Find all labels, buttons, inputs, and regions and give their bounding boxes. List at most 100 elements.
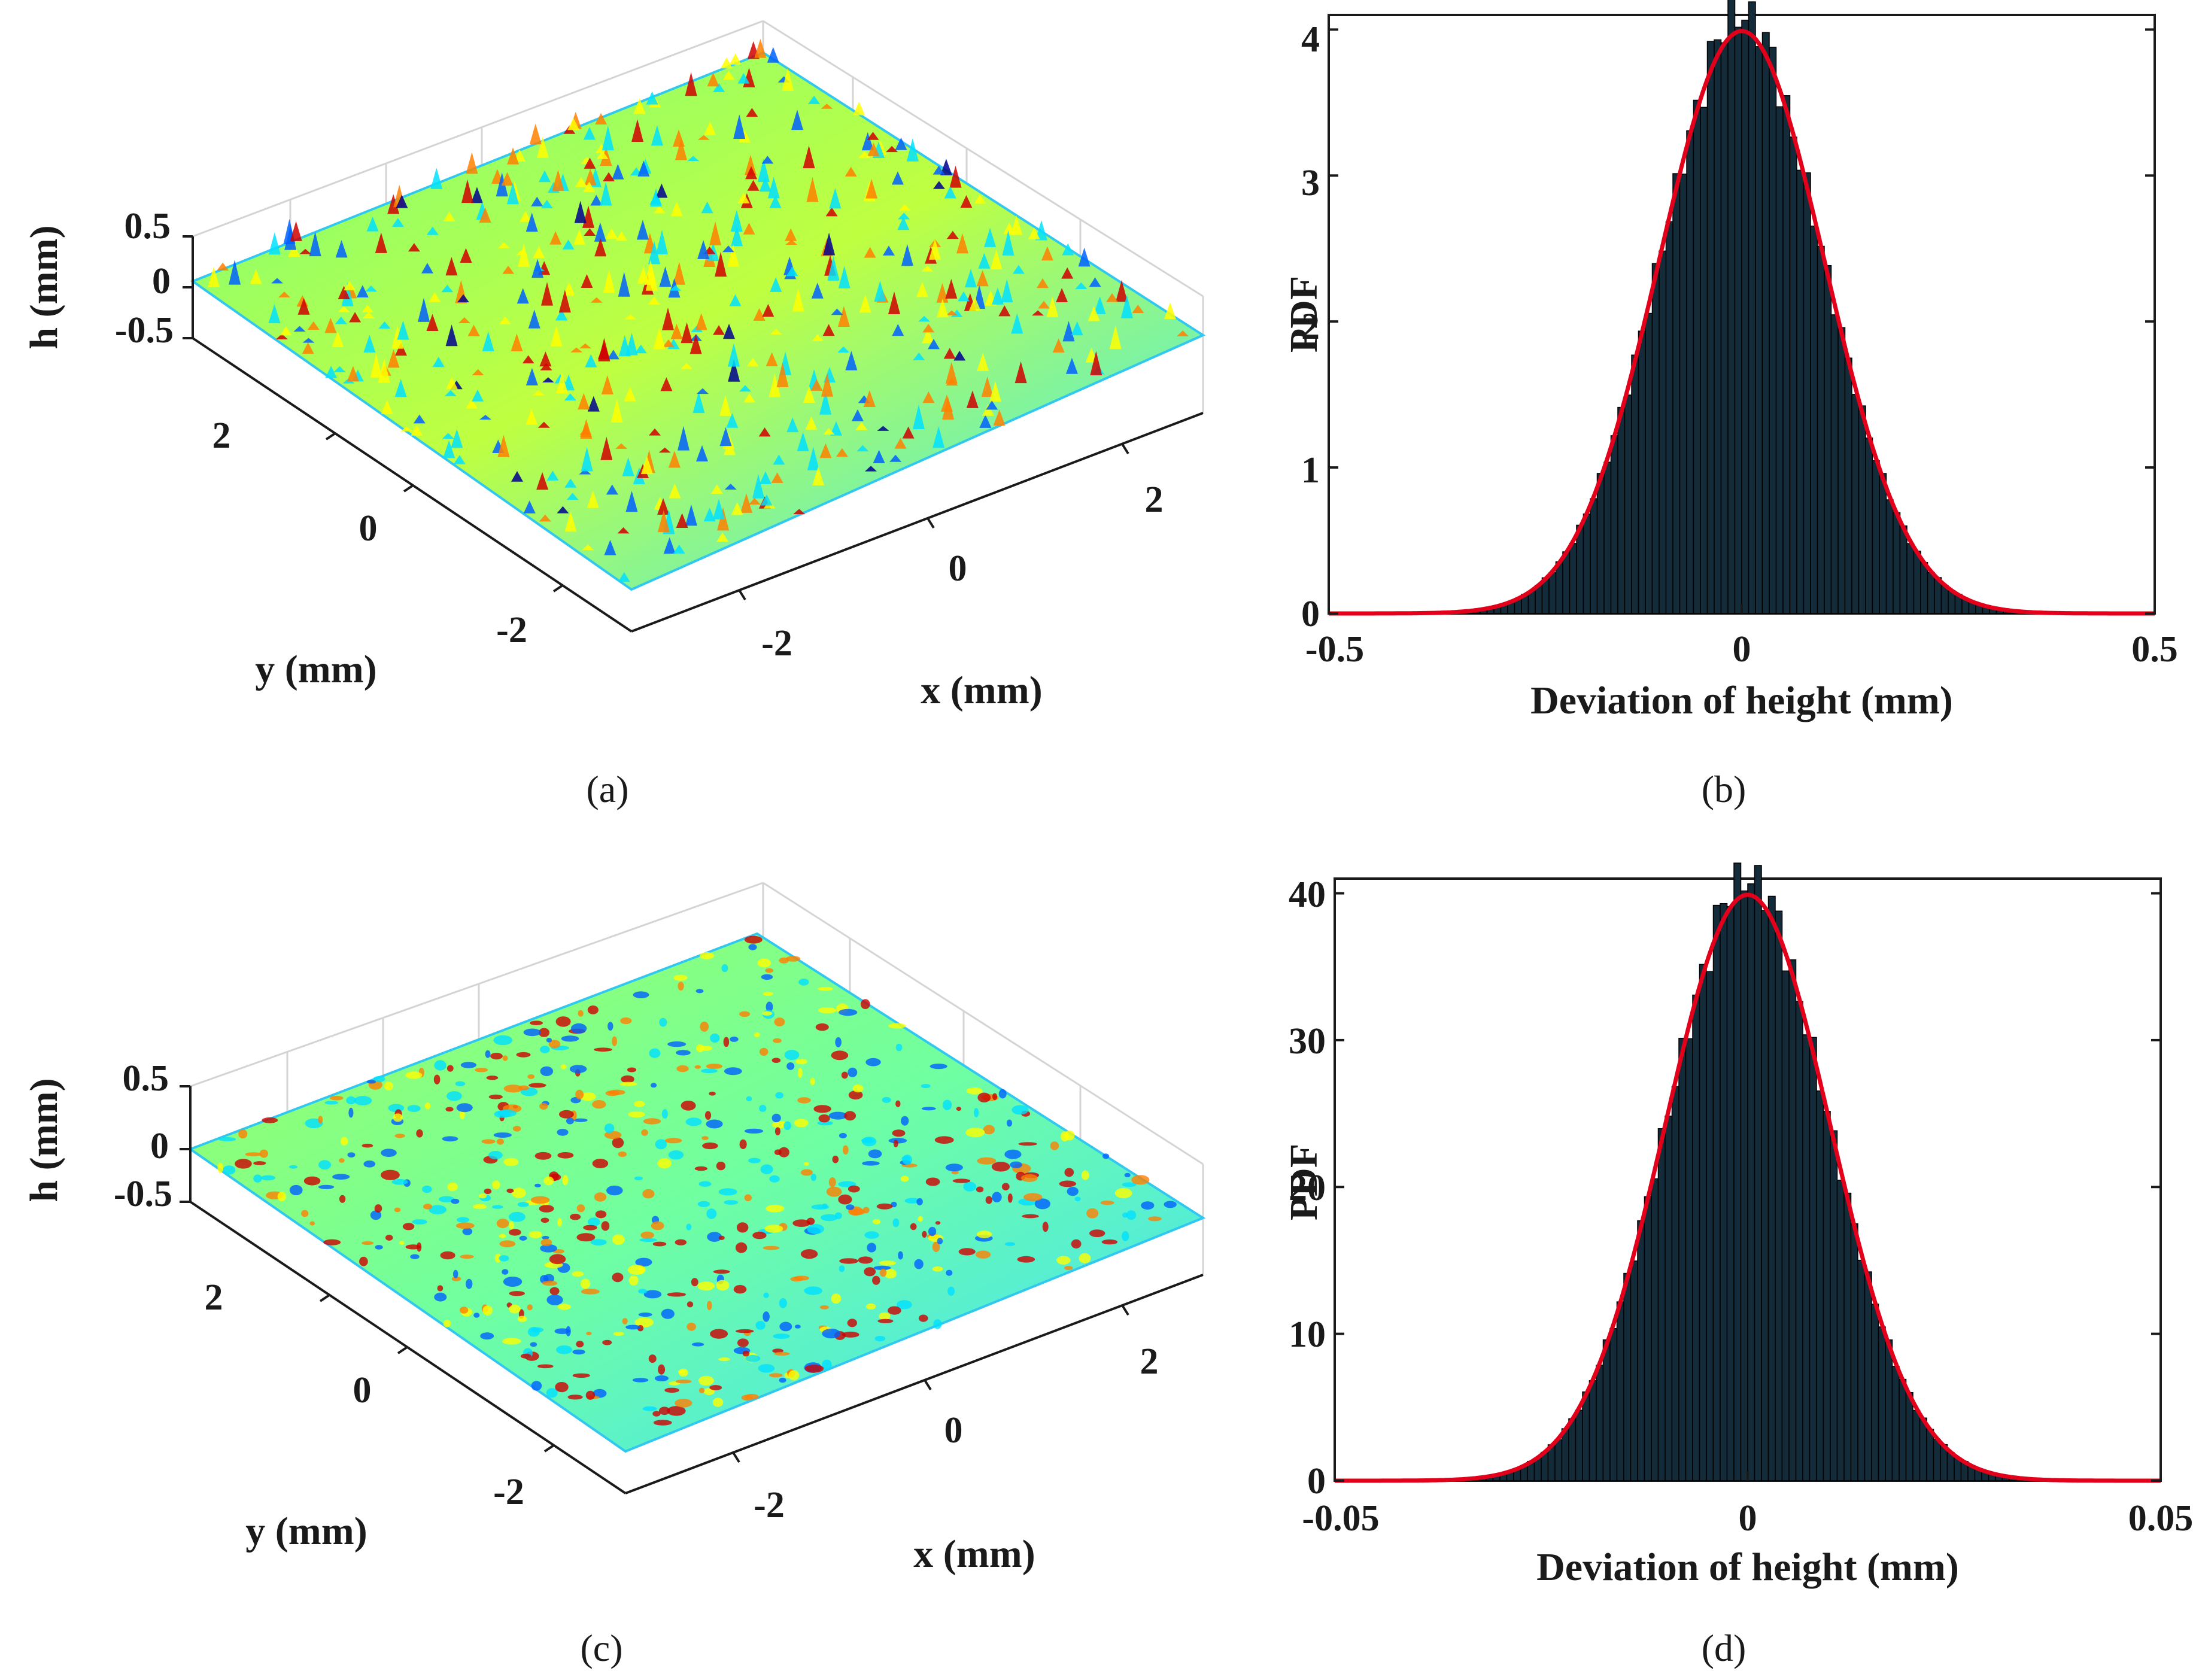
surface-c-spot <box>604 1123 615 1134</box>
surface-a-peak <box>523 500 536 514</box>
surface-c-spot <box>493 1035 513 1046</box>
surface-a-peak <box>365 285 377 292</box>
surface-c-spot <box>653 1420 672 1426</box>
y-tick-b-2: 2 <box>1301 306 1320 347</box>
surface-a-peak <box>811 282 824 299</box>
hist-b-bar <box>1748 1 1756 614</box>
surface-c-spot <box>974 1108 979 1117</box>
x-tick-b-1: 0 <box>1733 629 1751 670</box>
hist-b-bar <box>1562 551 1571 614</box>
hist-b-bar <box>1824 265 1832 614</box>
surface-c-spot <box>447 1182 458 1192</box>
hist-b-bar <box>1837 327 1846 614</box>
y-tick-b-4: 4 <box>1301 19 1320 60</box>
surface-c-spot <box>842 1145 849 1155</box>
surface-c-spot <box>865 1058 881 1067</box>
surface-a-peak <box>482 331 494 351</box>
surface-c-spot <box>709 1092 716 1096</box>
surface-c-spot <box>667 1292 687 1297</box>
fit-curve-b <box>1329 29 2155 616</box>
surface-c-spot <box>739 1139 747 1149</box>
surface-c-spot <box>517 1202 529 1207</box>
surface-a-peak <box>743 393 756 403</box>
surface-a-peak <box>855 421 868 430</box>
surface-a-peak <box>936 299 949 318</box>
surface-c-spot <box>587 1005 599 1014</box>
x-tick-a-0: 0 <box>949 548 967 589</box>
surface-c-spot <box>538 1028 550 1037</box>
surface-a-peak <box>539 351 552 367</box>
surface-c-spot <box>752 1231 767 1240</box>
surface-c-spot <box>503 1277 523 1287</box>
surface-c-spot <box>572 1373 590 1378</box>
hist-b-bar <box>1617 406 1626 614</box>
surface-c-spot <box>546 1038 552 1043</box>
hist-d-bar <box>1616 1301 1624 1481</box>
surface-c-spot <box>718 1235 725 1240</box>
surface-a-peak <box>670 323 683 339</box>
surface-c-spot <box>655 1139 667 1150</box>
surface-a-peak <box>411 425 423 436</box>
surface-c-spot <box>888 1023 906 1029</box>
surface-a-peak <box>518 243 530 268</box>
surface-c-spot <box>769 1373 783 1378</box>
surface-c-spot <box>675 1399 692 1408</box>
surface-a-peak <box>892 324 904 336</box>
surface-a-peak <box>615 231 628 241</box>
surface-c-spot <box>503 1084 523 1093</box>
surface-a-peak <box>581 274 593 288</box>
surface-c-spot <box>460 1254 474 1259</box>
surface-a-peak <box>511 333 523 351</box>
surface-a-peak <box>922 328 934 344</box>
surface-c-spot <box>848 1090 863 1100</box>
surface-a-peak <box>819 443 832 458</box>
surface-c-spot <box>534 1183 541 1187</box>
surface-c-spot <box>612 1036 617 1047</box>
surface-a-peak <box>791 110 803 130</box>
surface-a-peak <box>612 163 624 180</box>
surface-c-spot <box>760 1164 773 1174</box>
surface-a-peak <box>653 327 666 350</box>
surface-c-spot <box>318 1160 332 1170</box>
surface-a-peak <box>723 323 735 339</box>
surface-a-peak <box>208 266 220 287</box>
surface-c-spot <box>627 1067 637 1073</box>
surface-c-spot <box>773 1038 782 1043</box>
surface-c-spot <box>800 1249 818 1259</box>
y-tick-c-2: 2 <box>205 1277 223 1318</box>
hist-d-bar <box>1843 1192 1852 1481</box>
surface-a-peak <box>539 170 551 183</box>
surface-a-peak <box>408 243 420 252</box>
surface-c-spot <box>527 1304 533 1311</box>
surface-c-spot <box>642 1406 657 1411</box>
surface-a-peak <box>722 245 734 253</box>
surface-c-spot <box>540 1066 554 1076</box>
surface-c-spot <box>895 1043 903 1052</box>
hist-d-bar <box>1878 1326 1886 1481</box>
surface-c-spot <box>540 1217 549 1223</box>
surface-c-spot <box>289 1184 303 1196</box>
surface-a-peak <box>965 269 977 288</box>
surface-c-spot <box>502 1338 521 1345</box>
surface-a-peak <box>825 207 838 217</box>
surface-c-spot <box>759 1047 769 1056</box>
surface-a-peak <box>526 212 538 232</box>
surface-a-peak <box>297 297 310 315</box>
panel-b: 0 1 2 3 4 -0.5 0 0.5 Deviation of height… <box>1282 0 2178 810</box>
surface-a-peak <box>499 316 511 324</box>
surface-c-spot <box>560 1064 567 1070</box>
surface-a-peak <box>461 179 473 203</box>
surface-a-peak <box>564 478 577 488</box>
surface-a-peak <box>466 152 478 174</box>
axes-c <box>180 1085 1204 1494</box>
surface-c-spot <box>496 1219 509 1228</box>
surface-a-peak <box>805 416 818 430</box>
surface-a-peak <box>375 232 387 253</box>
surface-a-peak <box>886 145 898 153</box>
surface-c-spot <box>716 1280 730 1291</box>
surface-a-peak <box>1177 330 1189 336</box>
surface-a-peak <box>460 248 472 263</box>
surface-c-spot <box>652 1241 667 1247</box>
surface-a-peak <box>998 305 1011 317</box>
surface-c-spot <box>925 1177 940 1186</box>
